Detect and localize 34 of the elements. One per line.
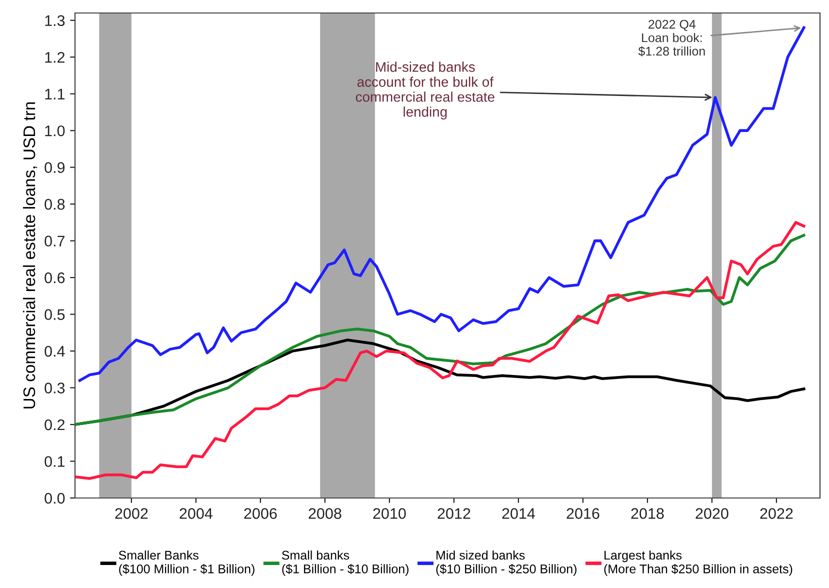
annotation: Mid-sized banks account for the bulk of commercial real estate lending <box>356 62 494 120</box>
y-tick-label: 0.5 <box>44 309 65 320</box>
x-tick-label: 2014 <box>502 508 535 519</box>
y-tick-label: 1.3 <box>45 15 65 26</box>
y-tick-label: 0.4 <box>44 346 65 357</box>
x-tick-label: 2018 <box>631 508 664 519</box>
x-tick-label: 2004 <box>180 508 212 519</box>
x-tick-label: 2008 <box>308 508 342 519</box>
line-series <box>75 234 806 426</box>
y-tick-label: 1.0 <box>45 125 65 136</box>
x-tick-label: 2010 <box>373 508 406 519</box>
y-tick-label: 0.2 <box>44 419 65 430</box>
x-tick-label: 2006 <box>244 508 277 519</box>
y-tick-label: 0.0 <box>44 492 65 504</box>
annotation: 2022 Q4 Loan book: $1.28 trillion <box>638 20 705 56</box>
y-tick-label: 0.8 <box>44 198 65 210</box>
line-series <box>75 221 806 480</box>
y-tick-label: 0.3 <box>44 382 65 394</box>
legend-label: Smaller Banks ($100 Million - $1 Billion) <box>118 550 254 576</box>
x-tick-label: 2012 <box>438 508 470 519</box>
x-tick-label: 2002 <box>115 508 148 519</box>
y-tick-label: 0.1 <box>44 456 65 467</box>
y-tick-label: 0.9 <box>44 162 65 174</box>
legend-label: Largest banks (More Than $250 Billion in assets) <box>604 550 792 576</box>
x-tick-label: 2020 <box>696 508 728 519</box>
y-tick-label: 1.2 <box>45 52 65 63</box>
x-tick-label: 2022 <box>760 508 793 519</box>
y-axis-title: US commercial real estate loans, USD trn <box>22 102 38 408</box>
legend-label: Mid sized banks ($10 Billion - $250 Billion) <box>436 550 576 576</box>
y-tick-label: 0.7 <box>44 236 65 246</box>
y-tick-label: 0.6 <box>44 272 65 284</box>
legend-label: Small banks ($1 Billion - $10 Billion) <box>282 550 408 576</box>
y-tick-label: 1.1 <box>45 88 65 100</box>
x-tick-label: 2016 <box>566 508 600 519</box>
